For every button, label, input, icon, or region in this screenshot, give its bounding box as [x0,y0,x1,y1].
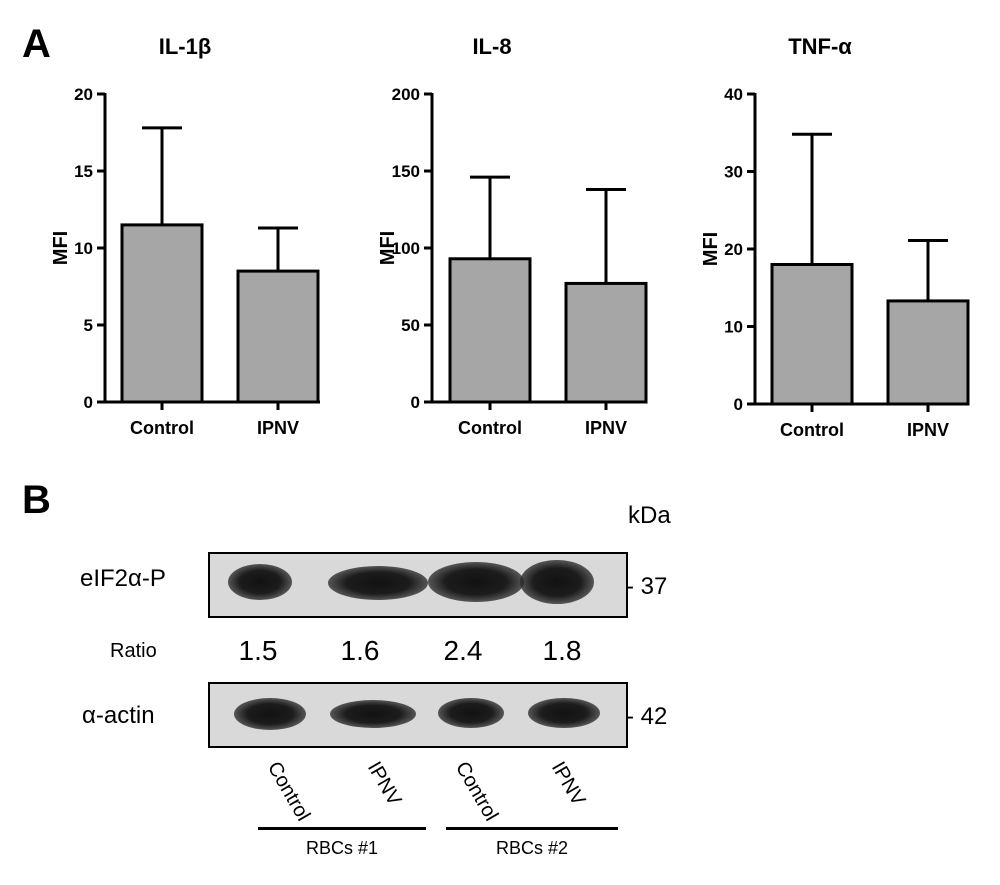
ratio-lane-3: 2.4 [443,635,483,666]
category-label-il8-control: Control [458,418,522,438]
alpha-actin-band-1 [234,698,306,730]
y-axis-label-il1b: MFI [50,231,72,265]
eif2a-p-label: eIF2α-P [80,565,166,592]
bar-il1b-ipnv [236,269,320,404]
y-axis-label-tnfa: MFI [700,232,722,266]
lane-label-2: IPNV [362,758,406,810]
bar-tnfa-control [770,263,854,406]
bar-il8-control [448,257,532,404]
bar-il1b-control [120,223,204,404]
lane-label-3: Control [450,758,503,825]
chart-tnfa: TNF-α MFI 0 10 20 30 40 Control IPNV [670,0,970,460]
alpha-actin-band-3 [438,698,504,728]
y-tick-label-il8-150: 150 [392,162,420,181]
marker-37: - 37 [626,573,668,600]
eif2a-p-band-3 [428,562,524,602]
chart-title-il1b: IL-1β [159,34,212,59]
y-tick-label-tnfa-20: 20 [724,240,743,259]
y-tick-label-il1b-15: 15 [74,162,93,181]
panel-b-letter: B [22,478,51,522]
chart-title-tnfa: TNF-α [788,34,852,59]
western-blot-panel: B kDa eIF2α-P - 37 Ratio 1.5 1.6 2.4 1.8… [0,470,1000,885]
y-tick-label-tnfa-30: 30 [724,163,743,182]
group-line-1 [258,827,426,830]
chart-il1b-svg: IL-1β MFI 0 5 10 15 20 Control IPNV [50,34,320,438]
y-axis-label-il8: MFI [377,231,399,265]
alpha-actin-label: α-actin [82,702,155,729]
y-tick-label-il1b-0: 0 [84,393,93,412]
group-label-2: RBCs #2 [495,838,569,858]
eif2a-p-band-1 [228,564,292,600]
category-label-il1b-control: Control [130,418,194,438]
category-label-tnfa-ipnv: IPNV [907,420,949,440]
group-label-1: RBCs #1 [305,838,379,858]
marker-42: - 42 [626,703,668,730]
y-tick-label-il8-0: 0 [411,393,420,412]
y-tick-label-il8-200: 200 [392,85,420,104]
y-tick-label-il1b-5: 5 [84,316,93,335]
chart-tnfa-svg: TNF-α MFI 0 10 20 30 40 Control IPNV [700,34,970,440]
lane-label-4: IPNV [546,758,590,810]
category-label-tnfa-control: Control [780,420,844,440]
y-tick-label-tnfa-40: 40 [724,85,743,104]
chart-il1b: IL-1β MFI 0 5 10 15 20 Control IPNV [40,0,330,460]
alpha-actin-band-4 [528,698,600,728]
ratio-lane-4: 1.8 [542,635,582,666]
alpha-actin-blot [208,682,628,748]
lane-label-1: Control [262,758,315,825]
y-tick-label-il8-100: 100 [392,239,420,258]
ratio-lane-1: 1.5 [238,635,278,666]
ratio-lane-2: 1.6 [340,635,380,666]
y-tick-label-tnfa-10: 10 [724,318,743,337]
category-label-il1b-ipnv: IPNV [257,418,299,438]
chart-il8-svg: IL-8 MFI 0 50 100 150 200 Control IPNV [377,34,648,438]
ratio-label: Ratio [110,640,157,662]
chart-il8: IL-8 MFI 0 50 100 150 200 Control IPNV [340,0,648,460]
y-tick-label-tnfa-0: 0 [734,395,743,414]
kda-unit-label: kDa [628,502,671,529]
y-tick-label-il8-50: 50 [401,316,420,335]
eif2a-p-blot [208,552,628,618]
y-tick-label-il1b-20: 20 [74,85,93,104]
chart-title-il8: IL-8 [472,34,511,59]
alpha-actin-band-2 [330,700,416,728]
eif2a-p-band-2 [328,566,428,600]
y-tick-label-il1b-10: 10 [74,239,93,258]
bar-tnfa-ipnv [886,299,970,406]
group-line-2 [446,827,618,830]
eif2a-p-band-4 [520,560,594,604]
panel-a-letter: A [22,22,51,66]
category-label-il8-ipnv: IPNV [585,418,627,438]
bar-il8-ipnv [564,281,648,404]
